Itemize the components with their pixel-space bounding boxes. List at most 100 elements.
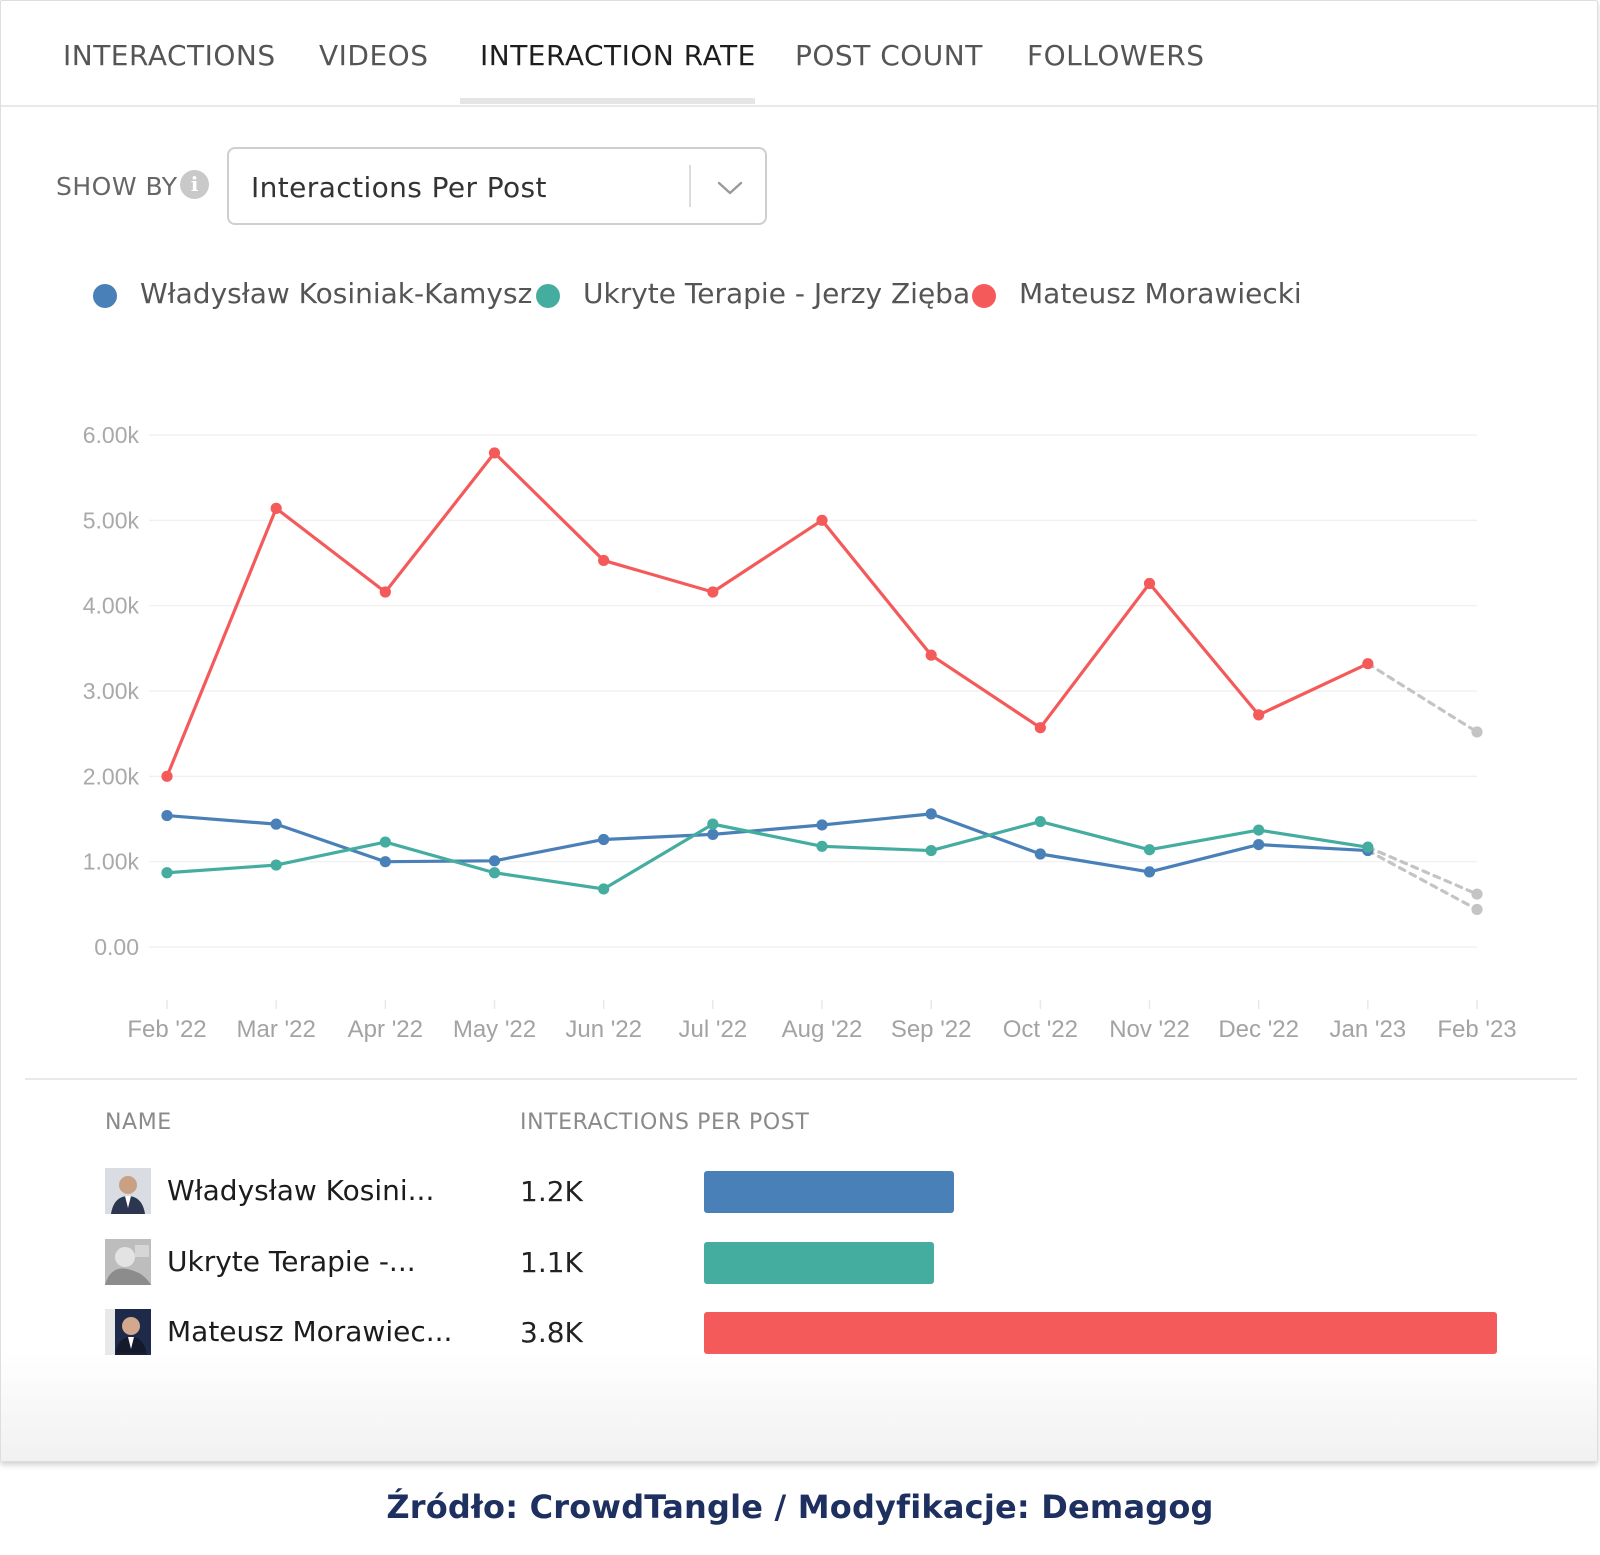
data-point <box>1253 839 1265 851</box>
x-tick-label: Jun '22 <box>565 1016 642 1043</box>
value-bar <box>704 1312 1497 1354</box>
bar-track <box>704 1312 1497 1354</box>
show-by-selected-value: Interactions Per Post <box>251 171 547 204</box>
active-tab-indicator <box>460 98 755 104</box>
data-point <box>1143 577 1156 590</box>
projected-point <box>1471 903 1483 916</box>
info-icon[interactable]: i <box>180 170 209 199</box>
legend-dot <box>972 284 996 308</box>
series-line <box>165 812 1370 874</box>
avatar <box>105 1239 151 1285</box>
legend-dot <box>536 284 560 308</box>
data-point <box>1034 848 1046 860</box>
row-name: Ukryte Terapie -... <box>167 1245 416 1278</box>
legend-label: Ukryte Terapie - Jerzy Zięba <box>583 277 971 310</box>
show-by-select[interactable]: Interactions Per Post <box>227 147 767 225</box>
x-tick-label: Jan '23 <box>1330 1016 1407 1043</box>
x-tick-label: Jul '22 <box>679 1016 748 1043</box>
legend-label: Władysław Kosiniak-Kamysz <box>140 277 533 310</box>
y-tick-label: 0.00 <box>94 934 139 960</box>
tab-interactions[interactable]: INTERACTIONS <box>63 39 276 72</box>
tab-videos[interactable]: VIDEOS <box>319 39 429 72</box>
y-tick-label: 6.00k <box>83 422 140 448</box>
y-tick-label: 3.00k <box>83 678 140 704</box>
metric-tabs: INTERACTIONS VIDEOS INTERACTION RATE POS… <box>1 1 1597 107</box>
data-point <box>1362 844 1374 857</box>
data-point <box>598 883 610 895</box>
data-point <box>1143 844 1156 856</box>
tab-interaction-rate[interactable]: INTERACTION RATE <box>480 39 756 72</box>
x-tick-label: Oct '22 <box>1003 1016 1078 1043</box>
data-point <box>379 586 391 598</box>
x-tick-label: Mar '22 <box>237 1016 316 1043</box>
data-point <box>1143 866 1156 878</box>
y-tick-label: 2.00k <box>83 763 140 789</box>
legend-label: Mateusz Morawiecki <box>1019 277 1302 310</box>
chart-card: INTERACTIONS VIDEOS INTERACTION RATE POS… <box>0 0 1598 1462</box>
data-point <box>161 867 173 879</box>
card-bottom-fade <box>1 1351 1597 1461</box>
data-point <box>488 855 501 867</box>
data-point <box>270 818 282 830</box>
data-point <box>816 840 828 852</box>
source-caption: Źródło: CrowdTangle / Modyfikacje: Demag… <box>386 1488 1214 1526</box>
projection-line <box>1366 845 1479 896</box>
data-point <box>816 819 828 831</box>
x-tick-label: Nov '22 <box>1109 1016 1190 1043</box>
data-point <box>707 586 719 598</box>
row-name: Mateusz Morawiec... <box>167 1315 453 1348</box>
bar-track <box>704 1242 1497 1284</box>
row-value: 1.1K <box>520 1246 583 1279</box>
data-point <box>488 447 501 459</box>
data-point <box>270 502 282 514</box>
data-point <box>270 859 282 871</box>
y-tick-label: 5.00k <box>83 507 140 533</box>
x-tick-label: May '22 <box>453 1016 536 1043</box>
data-point <box>598 833 610 846</box>
data-point <box>1362 841 1374 853</box>
data-point <box>1253 824 1265 836</box>
x-tick-label: Feb '22 <box>127 1016 206 1043</box>
table-row[interactable]: Ukryte Terapie -... 1.1K <box>1 1239 1597 1289</box>
data-point <box>379 856 391 868</box>
bar-track <box>704 1171 1497 1213</box>
row-value: 1.2K <box>520 1175 583 1208</box>
chart-divider <box>25 1078 1577 1080</box>
data-point <box>1362 658 1374 670</box>
column-header-name: NAME <box>105 1110 172 1135</box>
row-value: 3.8K <box>520 1316 583 1349</box>
data-point <box>161 809 173 822</box>
data-point <box>925 649 937 661</box>
avatar <box>105 1309 151 1355</box>
data-point <box>598 554 610 567</box>
tab-followers[interactable]: FOLLOWERS <box>1027 39 1205 72</box>
data-point <box>1034 815 1046 828</box>
projected-point <box>1471 726 1483 738</box>
data-point <box>1253 709 1265 721</box>
value-bar <box>704 1242 934 1284</box>
column-header-value: INTERACTIONS PER POST <box>520 1110 810 1135</box>
table-row[interactable]: Władysław Kosini... 1.2K <box>1 1168 1597 1218</box>
x-tick-label: Aug '22 <box>782 1016 863 1043</box>
show-by-label: SHOW BY <box>56 172 178 201</box>
table-row[interactable]: Mateusz Morawiec... 3.8K <box>1 1309 1597 1359</box>
projection-line <box>1366 848 1479 912</box>
chevron-down-icon <box>717 181 743 195</box>
series-line <box>165 819 1370 891</box>
data-point <box>379 836 391 848</box>
data-point <box>488 867 501 879</box>
row-name: Władysław Kosini... <box>167 1174 435 1207</box>
tab-post-count[interactable]: POST COUNT <box>795 39 983 72</box>
projection-line <box>1366 662 1479 734</box>
data-point <box>707 818 719 830</box>
legend-dot <box>93 284 117 308</box>
projected-point <box>1471 888 1483 900</box>
avatar <box>105 1168 151 1214</box>
select-separator <box>689 165 691 207</box>
y-tick-label: 4.00k <box>83 593 140 619</box>
data-point <box>161 770 173 782</box>
x-tick-label: Dec '22 <box>1218 1016 1299 1043</box>
data-point <box>707 828 719 840</box>
data-point <box>925 844 937 857</box>
value-bar <box>704 1171 955 1213</box>
